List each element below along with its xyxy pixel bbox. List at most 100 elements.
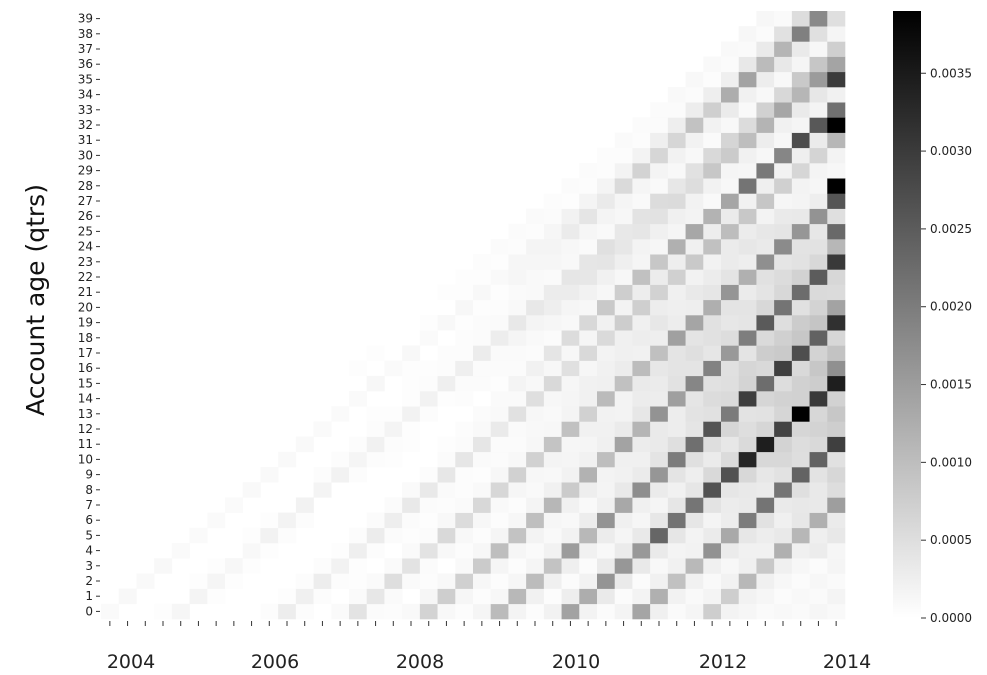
heatmap-cell <box>791 467 810 483</box>
heatmap-cell <box>455 558 474 574</box>
heatmap-cell <box>774 573 793 589</box>
heatmap-cell <box>791 117 810 133</box>
heatmap-cell <box>614 132 633 149</box>
heatmap-cell <box>455 299 474 316</box>
heatmap-cell <box>597 406 616 422</box>
heatmap-cell <box>473 360 492 377</box>
heatmap-cell <box>721 330 740 346</box>
x-tick-label: 2004 <box>107 651 155 673</box>
heatmap-cell <box>225 573 244 589</box>
heatmap-cell <box>295 573 314 589</box>
heatmap-cell <box>526 239 545 255</box>
heatmap-cell <box>667 284 686 301</box>
heatmap-cell <box>419 497 438 513</box>
heatmap-cell <box>437 467 456 483</box>
heatmap-cell <box>543 360 562 377</box>
heatmap-cell <box>419 543 438 559</box>
heatmap-cell <box>490 421 509 437</box>
heatmap-cell <box>597 345 616 361</box>
heatmap-cell <box>614 543 633 559</box>
heatmap-cell <box>632 467 651 483</box>
heatmap-cell <box>685 102 704 118</box>
heatmap-cell <box>756 284 775 301</box>
heatmap-cell <box>791 497 810 513</box>
y-tick-label: 19 <box>78 316 93 330</box>
heatmap-cell <box>614 178 633 194</box>
heatmap-cell <box>561 391 580 407</box>
heatmap-cell <box>366 406 385 422</box>
heatmap-cell <box>526 315 545 331</box>
heatmap-cell <box>703 117 722 133</box>
heatmap-cell <box>650 527 669 544</box>
heatmap-cell <box>667 223 686 240</box>
heatmap-cell <box>756 330 775 346</box>
heatmap-cell <box>543 436 562 453</box>
heatmap-cell <box>349 360 368 377</box>
heatmap-cell <box>526 436 545 453</box>
heatmap-cell <box>561 421 580 437</box>
heatmap-cell <box>526 482 545 498</box>
heatmap-cell <box>774 330 793 346</box>
heatmap-cell <box>384 497 403 513</box>
heatmap-cell <box>650 375 669 392</box>
heatmap-cell <box>437 588 456 605</box>
heatmap-cell <box>490 558 509 574</box>
heatmap-cell <box>756 178 775 194</box>
heatmap-cell <box>791 132 810 149</box>
heatmap-cell <box>650 558 669 574</box>
heatmap-cell <box>508 223 527 240</box>
heatmap-cell <box>791 223 810 240</box>
heatmap-cell <box>650 421 669 437</box>
heatmap-cell <box>756 315 775 331</box>
heatmap-cell <box>774 436 793 453</box>
heatmap-cell <box>473 299 492 316</box>
y-tick-label: 16 <box>78 361 93 375</box>
heatmap-cell <box>561 497 580 513</box>
heatmap-cell <box>579 543 598 559</box>
heatmap-cell <box>721 527 740 544</box>
heatmap-cell <box>650 451 669 468</box>
heatmap-cell <box>455 543 474 559</box>
heatmap-cell <box>738 330 757 346</box>
heatmap-cell <box>667 193 686 209</box>
heatmap-cell <box>685 451 704 468</box>
heatmap-cell <box>809 330 828 346</box>
heatmap-cell <box>809 132 828 149</box>
heatmap-cell <box>614 451 633 468</box>
heatmap-cell <box>756 147 775 164</box>
heatmap-cell <box>667 558 686 574</box>
heatmap-cell <box>650 315 669 331</box>
heatmap-cell <box>809 87 828 103</box>
heatmap-cell <box>809 147 828 164</box>
heatmap-cell <box>685 467 704 483</box>
heatmap-cell <box>827 11 846 27</box>
heatmap-cell <box>685 193 704 209</box>
colorbar-tick-label: 0.0010 <box>930 455 972 469</box>
heatmap-cell <box>774 497 793 513</box>
y-tick-label: 6 <box>85 513 93 527</box>
heatmap-cell <box>490 315 509 331</box>
heatmap-cell <box>756 87 775 103</box>
y-tick-label: 20 <box>78 300 93 314</box>
heatmap-cell <box>703 71 722 88</box>
heatmap-cell <box>756 421 775 437</box>
heatmap-cell <box>791 254 810 270</box>
heatmap-cell <box>827 193 846 209</box>
heatmap-cell <box>667 467 686 483</box>
heatmap-cell <box>774 315 793 331</box>
heatmap-cell <box>313 421 332 437</box>
heatmap-cell <box>207 573 226 589</box>
heatmap-cell <box>827 391 846 407</box>
heatmap-cell <box>490 360 509 377</box>
heatmap-cell <box>526 603 545 620</box>
y-tick-label: 15 <box>78 376 93 390</box>
heatmap-cell <box>473 375 492 392</box>
heatmap-cell <box>791 436 810 453</box>
y-tick-label: 4 <box>85 544 93 558</box>
heatmap-cell <box>561 451 580 468</box>
heatmap-cell <box>756 71 775 88</box>
heatmap-cell <box>614 299 633 316</box>
heatmap-cell <box>791 391 810 407</box>
heatmap-cell <box>614 330 633 346</box>
heatmap-cell <box>827 56 846 73</box>
